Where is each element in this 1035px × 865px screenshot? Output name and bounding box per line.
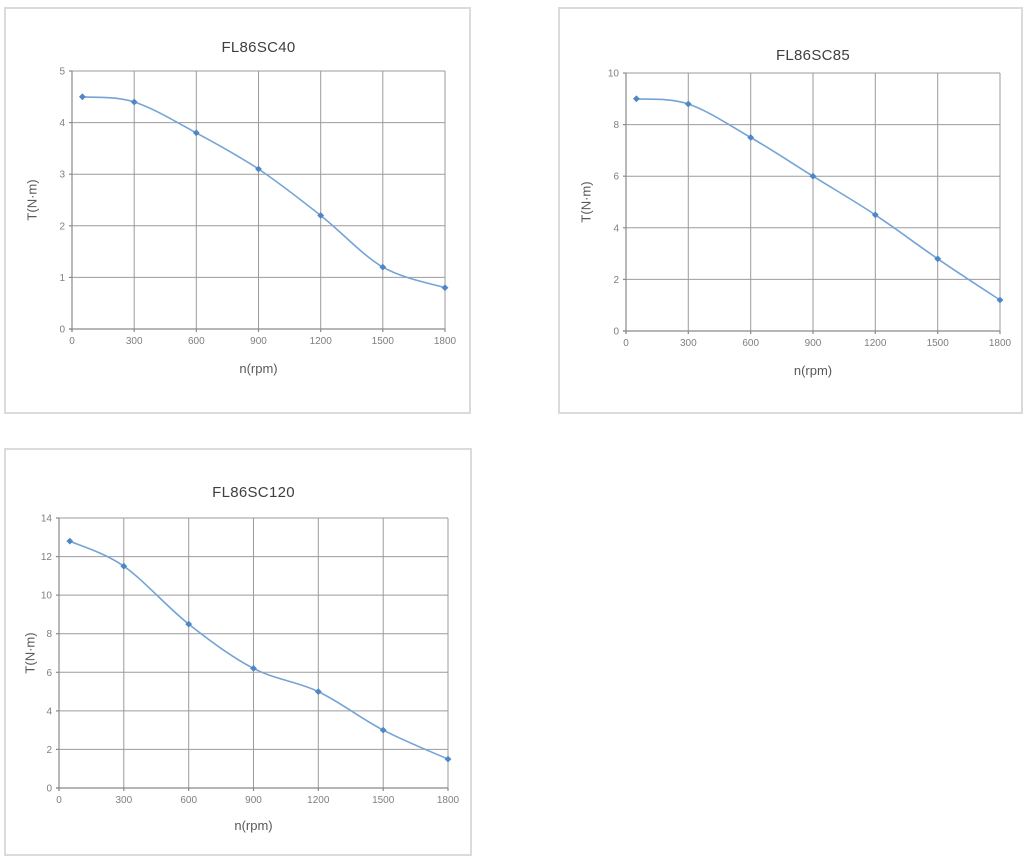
y-tick-label: 1 bbox=[59, 273, 65, 284]
y-tick-label: 6 bbox=[46, 668, 52, 679]
y-tick-label: 10 bbox=[608, 69, 620, 80]
data-point-marker bbox=[185, 620, 193, 628]
data-point-marker bbox=[79, 93, 86, 101]
x-tick-label: 900 bbox=[245, 795, 262, 806]
y-tick-label: 2 bbox=[613, 275, 619, 286]
data-point-marker bbox=[441, 284, 449, 292]
x-tick-label: 900 bbox=[250, 336, 267, 347]
y-tick-label: 2 bbox=[46, 745, 52, 756]
x-tick-label: 900 bbox=[805, 338, 822, 349]
x-tick-label: 1500 bbox=[372, 795, 395, 806]
chart-title: FL86SC85 bbox=[775, 47, 851, 64]
tick-labels: 0 300 600 900 1200 1500 1800 0 2 4 6 8 10 12 14 bbox=[41, 514, 460, 807]
series-line bbox=[635, 98, 1001, 301]
y-tick-label: 4 bbox=[59, 118, 65, 129]
x-tick-label: 600 bbox=[742, 338, 759, 349]
data-point-marker bbox=[130, 98, 138, 106]
plot-area: 0 300 600 900 1200 1500 1800 0 1 2 3 4 5 bbox=[59, 67, 456, 348]
data-point-marker bbox=[317, 212, 325, 219]
data-point-marker bbox=[379, 726, 387, 734]
x-axis-label: n(rpm) bbox=[793, 363, 833, 378]
data-point-marker bbox=[934, 255, 942, 263]
series-line bbox=[81, 96, 446, 289]
x-tick-label: 300 bbox=[115, 795, 132, 806]
y-tick-label: 14 bbox=[41, 514, 53, 525]
chart-panel-fl86sc85: FL86SC85 T(N·m) n(rpm) 0 300 600 900 1200 150… bbox=[558, 7, 1023, 414]
y-tick-label: 0 bbox=[613, 327, 619, 338]
data-point-marker bbox=[314, 688, 322, 695]
x-tick-label: 600 bbox=[180, 795, 197, 806]
data-point-marker bbox=[66, 537, 74, 545]
y-tick-label: 8 bbox=[46, 629, 52, 640]
y-tick-label: 4 bbox=[613, 223, 619, 234]
data-point-marker bbox=[871, 211, 879, 219]
series-line bbox=[69, 540, 449, 760]
y-tick-label: 8 bbox=[613, 120, 619, 131]
x-tick-label: 0 bbox=[623, 338, 629, 349]
x-tick-label: 0 bbox=[69, 336, 75, 347]
y-tick-label: 5 bbox=[59, 67, 65, 78]
chart-title: FL86SC120 bbox=[212, 484, 295, 501]
x-tick-label: 1800 bbox=[434, 336, 457, 347]
x-tick-label: 600 bbox=[188, 336, 205, 347]
x-tick-label: 1200 bbox=[307, 795, 330, 806]
plot-area: 0 300 600 900 1200 1500 1800 0 2 4 6 8 10 12 14 bbox=[41, 514, 460, 807]
y-tick-label: 0 bbox=[59, 325, 65, 336]
data-point-marker bbox=[996, 296, 1004, 304]
data-point-marker bbox=[684, 100, 692, 108]
x-tick-label: 1200 bbox=[864, 338, 887, 349]
data-point-marker bbox=[192, 129, 200, 137]
y-tick-label: 0 bbox=[46, 784, 52, 795]
chart-title: FL86SC40 bbox=[221, 39, 296, 56]
axes bbox=[623, 72, 1001, 334]
y-tick-label: 4 bbox=[46, 706, 52, 717]
x-axis-label: n(rpm) bbox=[234, 818, 273, 833]
data-point-marker bbox=[120, 562, 128, 570]
x-tick-label: 1800 bbox=[989, 338, 1012, 349]
axes bbox=[69, 70, 446, 332]
y-tick-label: 2 bbox=[59, 221, 65, 232]
x-tick-label: 300 bbox=[126, 336, 143, 347]
gridlines bbox=[72, 70, 446, 329]
y-tick-label: 10 bbox=[41, 591, 53, 602]
data-point-marker bbox=[633, 95, 640, 103]
data-point-marker bbox=[747, 134, 755, 141]
gridlines bbox=[59, 517, 449, 788]
x-tick-label: 1200 bbox=[310, 336, 333, 347]
y-tick-label: 6 bbox=[613, 172, 619, 183]
y-tick-label: 12 bbox=[41, 552, 53, 563]
data-point-marker bbox=[444, 755, 452, 763]
x-tick-label: 0 bbox=[56, 795, 62, 806]
x-tick-label: 1800 bbox=[437, 795, 460, 806]
plot-area: 0 300 600 900 1200 1500 1800 0 2 4 6 8 10 bbox=[608, 69, 1012, 350]
data-point-marker bbox=[809, 172, 817, 180]
y-tick-label: 3 bbox=[59, 170, 65, 181]
x-axis-label: n(rpm) bbox=[239, 361, 278, 376]
axes bbox=[56, 517, 449, 791]
series-markers bbox=[633, 95, 1004, 304]
data-point-marker bbox=[379, 263, 387, 271]
x-tick-label: 300 bbox=[680, 338, 697, 349]
x-tick-label: 1500 bbox=[927, 338, 950, 349]
gridlines bbox=[626, 72, 1001, 331]
x-tick-label: 1500 bbox=[372, 336, 395, 347]
data-point-marker bbox=[250, 665, 257, 672]
tick-labels: 0 300 600 900 1200 1500 1800 0 2 4 6 8 10 bbox=[608, 69, 1012, 350]
tick-labels: 0 300 600 900 1200 1500 1800 0 1 2 3 4 5 bbox=[59, 67, 456, 348]
series-markers bbox=[66, 537, 452, 763]
chart-panel-fl86sc120: FL86SC120 T(N·m) n(rpm) 0 300 600 900 1200 15… bbox=[4, 448, 472, 856]
chart-panel-fl86sc40: FL86SC40 T(N·m) n(rpm) 0 300 600 900 1200 150… bbox=[4, 7, 471, 414]
